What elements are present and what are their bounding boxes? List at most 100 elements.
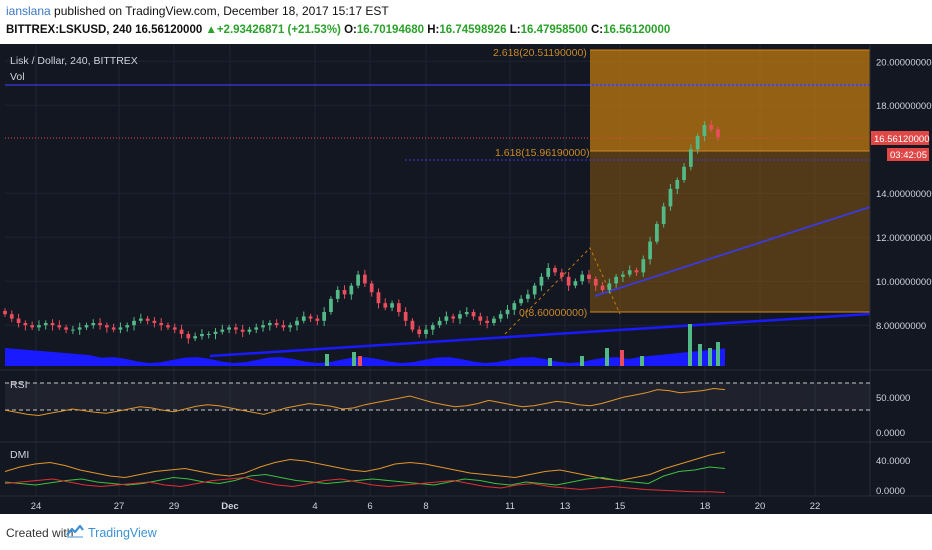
- candle-body[interactable]: [30, 325, 35, 328]
- candle-body[interactable]: [376, 292, 381, 304]
- candle-body[interactable]: [458, 314, 462, 319]
- candle-body[interactable]: [512, 303, 517, 310]
- rsi-line[interactable]: [4, 387, 726, 417]
- candle-body[interactable]: [295, 320, 299, 326]
- candle-body[interactable]: [702, 125, 707, 137]
- fib-zone-lower[interactable]: [590, 151, 870, 312]
- candle-body[interactable]: [661, 206, 666, 225]
- candle-body[interactable]: [356, 274, 360, 286]
- candle-body[interactable]: [3, 310, 7, 315]
- candle-body[interactable]: [573, 281, 578, 286]
- candle-body[interactable]: [369, 283, 374, 293]
- candle-body[interactable]: [580, 274, 585, 282]
- candle-body[interactable]: [695, 136, 700, 150]
- candle-body[interactable]: [593, 279, 598, 286]
- candle-body[interactable]: [539, 276, 544, 286]
- candle-body[interactable]: [193, 336, 198, 339]
- candle-body[interactable]: [675, 180, 680, 189]
- candle-body[interactable]: [43, 322, 48, 326]
- candle-body[interactable]: [179, 329, 184, 334]
- candle-body[interactable]: [9, 314, 14, 319]
- candle-body[interactable]: [600, 285, 605, 291]
- candle-body[interactable]: [383, 303, 388, 308]
- price-candles[interactable]: [3, 120, 720, 344]
- tradingview-brand-link[interactable]: TradingView: [88, 526, 157, 540]
- candle-body[interactable]: [559, 272, 564, 277]
- candle-body[interactable]: [23, 322, 28, 326]
- candle-body[interactable]: [213, 331, 218, 334]
- candle-body[interactable]: [138, 318, 143, 321]
- candle-body[interactable]: [424, 329, 428, 334]
- candle-body[interactable]: [91, 322, 96, 326]
- candle-body[interactable]: [716, 129, 720, 137]
- candle-body[interactable]: [50, 322, 55, 326]
- candle-body[interactable]: [240, 329, 245, 332]
- candle-body[interactable]: [410, 320, 415, 330]
- candle-body[interactable]: [234, 327, 238, 330]
- candle-body[interactable]: [342, 290, 347, 295]
- dmi-minus-di-line[interactable]: [4, 476, 726, 493]
- candle-body[interactable]: [111, 327, 116, 330]
- candle-body[interactable]: [451, 316, 456, 319]
- candle-body[interactable]: [682, 166, 686, 181]
- candle-body[interactable]: [329, 298, 333, 312]
- candle-body[interactable]: [532, 285, 537, 295]
- candle-body[interactable]: [587, 274, 591, 280]
- candle-body[interactable]: [417, 329, 422, 334]
- candle-body[interactable]: [206, 333, 211, 335]
- candle-body[interactable]: [64, 327, 68, 330]
- candle-body[interactable]: [498, 314, 503, 319]
- candle-body[interactable]: [634, 270, 639, 273]
- candle-body[interactable]: [641, 259, 646, 273]
- candle-body[interactable]: [478, 316, 483, 321]
- candle-body[interactable]: [288, 325, 293, 328]
- candle-body[interactable]: [200, 333, 204, 337]
- candle-body[interactable]: [132, 320, 136, 326]
- candle-body[interactable]: [254, 327, 259, 330]
- candle-body[interactable]: [152, 320, 157, 323]
- candle-body[interactable]: [566, 276, 571, 286]
- candle-body[interactable]: [322, 312, 327, 321]
- dmi-plus-di-line[interactable]: [4, 466, 726, 486]
- candle-body[interactable]: [301, 316, 306, 321]
- candle-body[interactable]: [118, 327, 123, 330]
- candle-body[interactable]: [437, 320, 442, 326]
- candle-body[interactable]: [621, 274, 625, 277]
- candle-body[interactable]: [607, 283, 612, 291]
- candle-body[interactable]: [464, 312, 469, 315]
- candle-body[interactable]: [390, 303, 394, 308]
- candle-body[interactable]: [125, 325, 130, 328]
- candle-body[interactable]: [77, 327, 82, 330]
- candle-body[interactable]: [227, 327, 231, 330]
- candle-body[interactable]: [519, 298, 523, 304]
- candle-body[interactable]: [37, 325, 41, 328]
- trendline-upper[interactable]: [594, 206, 871, 297]
- candle-body[interactable]: [261, 325, 265, 328]
- candle-body[interactable]: [335, 290, 340, 299]
- candle-body[interactable]: [485, 320, 489, 323]
- candle-body[interactable]: [403, 312, 408, 321]
- candle-body[interactable]: [444, 316, 449, 321]
- candle-body[interactable]: [363, 274, 367, 284]
- candle-body[interactable]: [220, 329, 225, 332]
- candle-body[interactable]: [166, 325, 170, 328]
- candle-body[interactable]: [668, 188, 673, 207]
- chart-svg[interactable]: 2.618(20.51190000) 1.618(15.96190000) 0(…: [0, 44, 932, 514]
- candle-body[interactable]: [274, 322, 279, 326]
- candle-body[interactable]: [172, 327, 177, 330]
- candle-body[interactable]: [553, 268, 557, 273]
- candle-body[interactable]: [688, 149, 693, 167]
- candle-body[interactable]: [84, 325, 89, 328]
- candle-body[interactable]: [98, 322, 102, 326]
- candle-body[interactable]: [655, 224, 659, 242]
- candle-body[interactable]: [315, 318, 320, 321]
- candle-body[interactable]: [308, 316, 313, 319]
- candle-body[interactable]: [16, 318, 21, 323]
- chart-area[interactable]: 2.618(20.51190000) 1.618(15.96190000) 0(…: [0, 44, 932, 514]
- dmi-adx-line[interactable]: [4, 451, 726, 482]
- candle-body[interactable]: [648, 241, 652, 260]
- candle-body[interactable]: [546, 268, 551, 277]
- tradingview-logo-icon[interactable]: [66, 524, 84, 538]
- candle-body[interactable]: [709, 125, 714, 130]
- candle-body[interactable]: [247, 329, 252, 332]
